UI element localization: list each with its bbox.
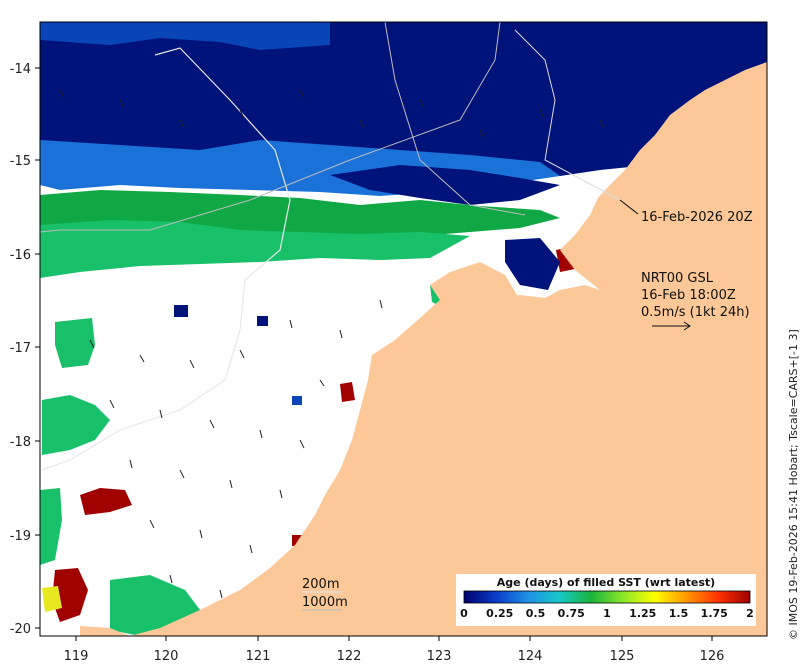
x-tick-label: 126 (700, 649, 725, 664)
y-axis-ticks: -14 -15 -16 -17 -18 -19 -20 (10, 62, 40, 637)
red-patch-southwest (52, 568, 88, 622)
colorbar-tick-label: 0.75 (558, 607, 585, 620)
colorbar-tick-label: 1.5 (669, 607, 689, 620)
y-tick-label: -20 (10, 622, 31, 637)
light-green-band (40, 220, 470, 278)
colorbar-tick-label: 0.5 (526, 607, 546, 620)
y-tick-label: -15 (10, 154, 31, 169)
model-time-label: 16-Feb 18:00Z (641, 288, 736, 303)
blue-blob-3 (292, 396, 302, 405)
timestamp-label: 16-Feb-2026 20Z (641, 210, 753, 225)
colorbar-gradient (463, 590, 751, 604)
colorbar-tick-label: 0.25 (486, 607, 513, 620)
contour-200m (41, 47, 291, 471)
colorbar-tick-label: 0 (460, 607, 468, 620)
dark-blue-band-2 (330, 165, 560, 205)
land-island (80, 626, 130, 636)
blue-band-top (40, 22, 330, 50)
credit-label: © IMOS 19-Feb-2026 15:41 Hobart; Tscale=… (787, 329, 800, 640)
x-tick-label: 119 (64, 649, 89, 664)
red-patch-west (80, 488, 132, 515)
y-tick-label: -16 (10, 248, 31, 263)
contour-1000m (40, 22, 526, 233)
colorbar-ticks: 0 0.25 0.5 0.75 1 1.25 1.5 1.75 2 (460, 607, 754, 620)
blue-blob-2 (257, 316, 268, 326)
green-patch-west-1 (55, 318, 95, 368)
x-tick-label: 122 (337, 649, 362, 664)
current-vectors (59, 89, 605, 599)
contour-east (514, 29, 621, 201)
red-patch-coast-2 (340, 382, 355, 402)
x-tick-label: 120 (154, 649, 179, 664)
map-layers (40, 22, 767, 636)
colorbar-tick-label: 1 (603, 607, 611, 620)
colorbar-title: Age (days) of filled SST (wrt latest) (497, 576, 715, 589)
scale-arrow (652, 321, 691, 331)
land-mass (130, 22, 767, 636)
y-tick-label: -17 (10, 341, 31, 356)
colorbar-tick-label: 2 (746, 607, 754, 620)
y-tick-label: -18 (10, 435, 31, 450)
plot-frame (39, 21, 768, 637)
colorbar-tick-label: 1.25 (629, 607, 656, 620)
y-tick-label: -19 (10, 529, 31, 544)
scale-label: 0.5m/s (1kt 24h) (641, 305, 750, 320)
x-tick-label: 121 (246, 649, 271, 664)
deep-blue-band (40, 22, 767, 176)
contour-1000-label: 1000m (302, 595, 348, 610)
blue-blob-1 (174, 305, 188, 317)
x-tick-label: 123 (427, 649, 452, 664)
blue-blob-coast (505, 238, 560, 290)
timestamp-leader (619, 199, 639, 215)
x-tick-label: 125 (610, 649, 635, 664)
colorbar-tick-label: 1.75 (701, 607, 728, 620)
yellow-patch-southwest (42, 586, 62, 612)
y-tick-label: -14 (10, 62, 31, 77)
model-label: NRT00 GSL (641, 271, 714, 286)
green-patch-west-2 (42, 395, 110, 455)
green-patch-west-3 (40, 488, 62, 565)
contour-200-label: 200m (302, 577, 339, 592)
x-axis-ticks: 119 120 121 122 123 124 125 126 (64, 636, 725, 664)
x-tick-label: 124 (518, 649, 543, 664)
